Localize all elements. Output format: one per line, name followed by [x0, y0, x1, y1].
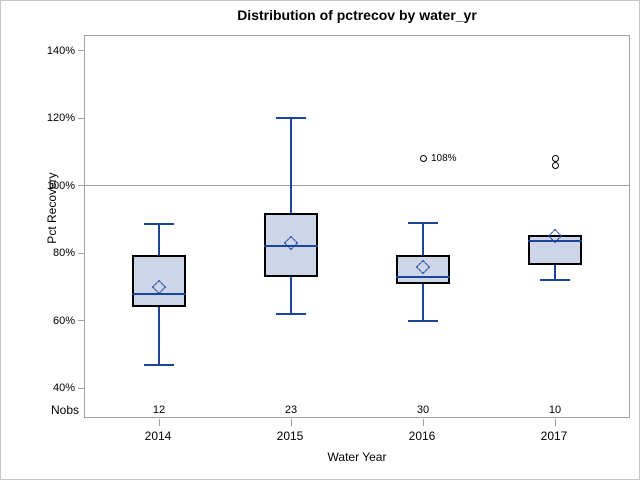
box-body [396, 254, 450, 284]
x-tick-label: 2015 [276, 429, 304, 443]
y-tick-mark [78, 320, 85, 322]
upper-whisker-cap [144, 223, 174, 226]
y-tick-mark [78, 387, 85, 389]
y-tick-label: 60% [52, 314, 75, 327]
nobs-value: 30 [416, 404, 430, 416]
lower-whisker-cap [144, 363, 174, 366]
median-line [528, 240, 582, 243]
y-tick-label: 80% [52, 247, 75, 260]
lower-whisker-cap [276, 312, 306, 315]
nobs-value: 12 [152, 404, 166, 416]
x-tick-label: 2017 [540, 429, 568, 443]
lower-whisker-cap [408, 319, 438, 322]
x-tick-mark [554, 419, 556, 426]
y-tick-label: 100% [46, 179, 75, 192]
median-line [132, 292, 186, 295]
y-tick-mark [78, 252, 85, 254]
lower-whisker-line [158, 307, 160, 365]
nobs-row-label: Nobs [50, 403, 79, 417]
chart-title: Distribution of pctrecov by water_yr [237, 7, 477, 23]
box-body [264, 212, 318, 277]
outlier-label: 108% [431, 152, 457, 164]
nobs-value: 10 [548, 404, 562, 416]
reference-line-100pct [85, 185, 629, 187]
plot-area: 140% 120% 100% 80% 60% 40% 12 23 30 10 108% [47, 35, 630, 426]
upper-whisker-cap [408, 221, 438, 224]
y-axis-title: Pct Recovery [45, 172, 59, 244]
x-tick-label: 2014 [144, 429, 172, 443]
outlier-marker [551, 155, 559, 163]
outlier-marker [551, 161, 559, 169]
upper-whisker-line [422, 222, 424, 255]
outlier-marker [419, 155, 427, 163]
box-body [528, 234, 582, 265]
lower-whisker-cap [540, 279, 570, 282]
median-line [396, 275, 450, 278]
y-tick-label: 40% [52, 382, 75, 395]
upper-whisker-line [158, 224, 160, 255]
y-tick-mark [78, 185, 85, 187]
x-tick-mark [290, 419, 292, 426]
lower-whisker-line [422, 283, 424, 321]
median-line [264, 245, 318, 248]
upper-whisker-cap [276, 117, 306, 120]
x-tick-mark [158, 419, 160, 426]
box-body [132, 254, 186, 308]
y-tick-mark [78, 117, 85, 119]
y-tick-label: 140% [46, 44, 75, 57]
y-tick-mark [78, 50, 85, 51]
lower-whisker-line [290, 276, 292, 314]
nobs-value: 23 [284, 404, 298, 416]
x-axis-title: Water Year [327, 450, 387, 464]
x-tick-label: 2016 [408, 429, 436, 443]
y-tick-label: 120% [46, 112, 75, 125]
lower-whisker-line [554, 264, 556, 281]
upper-whisker-line [290, 118, 292, 213]
x-tick-mark [422, 419, 424, 426]
